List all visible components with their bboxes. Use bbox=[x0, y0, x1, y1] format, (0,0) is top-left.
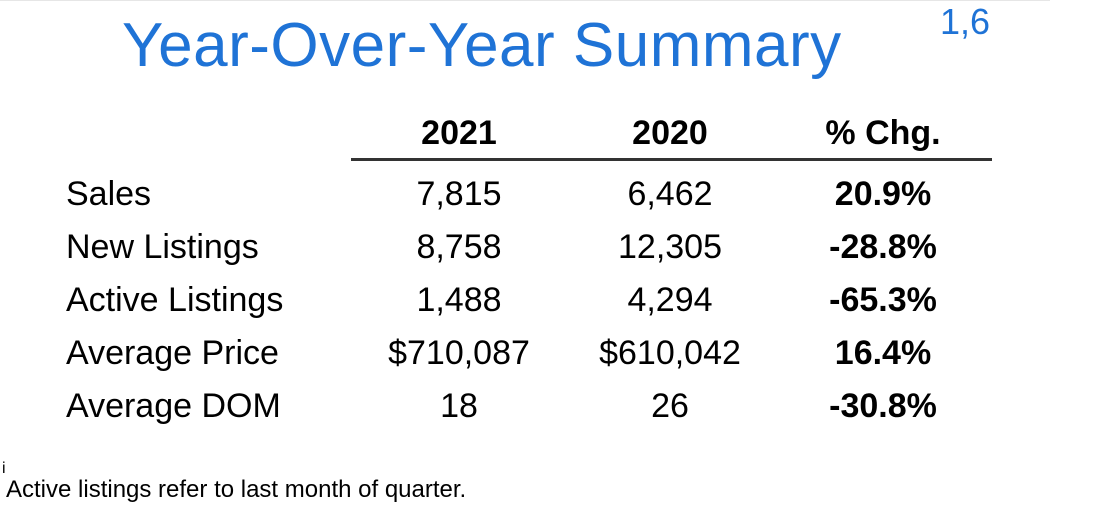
cell-pct-change: 16.4% bbox=[834, 334, 932, 372]
cell-pct-change: 20.9% bbox=[834, 175, 932, 213]
row-label: Active Listings bbox=[66, 281, 284, 319]
cell-pct-change: -65.3% bbox=[829, 281, 937, 319]
cell-2020: 26 bbox=[651, 387, 689, 425]
title-footnote-reference: 1,6 bbox=[940, 1, 991, 42]
row-label: Average Price bbox=[66, 334, 279, 372]
row-label: Sales bbox=[66, 175, 152, 213]
cell-2021: 7,815 bbox=[416, 175, 502, 213]
cell-2021: $710,087 bbox=[388, 334, 530, 372]
footnote-marker: i bbox=[2, 460, 6, 477]
top-divider bbox=[0, 0, 1050, 1]
cell-2020: 4,294 bbox=[627, 281, 713, 319]
cell-2020: 6,462 bbox=[627, 175, 713, 213]
cell-2021: 18 bbox=[440, 387, 478, 425]
header-divider bbox=[351, 158, 992, 161]
cell-2020: $610,042 bbox=[599, 334, 741, 372]
cell-pct-change: -28.8% bbox=[829, 228, 937, 266]
cell-pct-change: -30.8% bbox=[829, 387, 937, 425]
row-label: New Listings bbox=[66, 228, 259, 266]
page-title: Year-Over-Year Summary bbox=[122, 11, 842, 80]
footnote-text: Active listings refer to last month of q… bbox=[6, 476, 467, 503]
column-header-2021: 2021 bbox=[421, 114, 497, 152]
cell-2021: 8,758 bbox=[416, 228, 502, 266]
column-header-2020: 2020 bbox=[632, 114, 708, 152]
cell-2020: 12,305 bbox=[618, 228, 722, 266]
cell-2021: 1,488 bbox=[416, 281, 502, 319]
row-label: Average DOM bbox=[66, 387, 281, 425]
column-header-pct-change: % Chg. bbox=[825, 114, 941, 152]
